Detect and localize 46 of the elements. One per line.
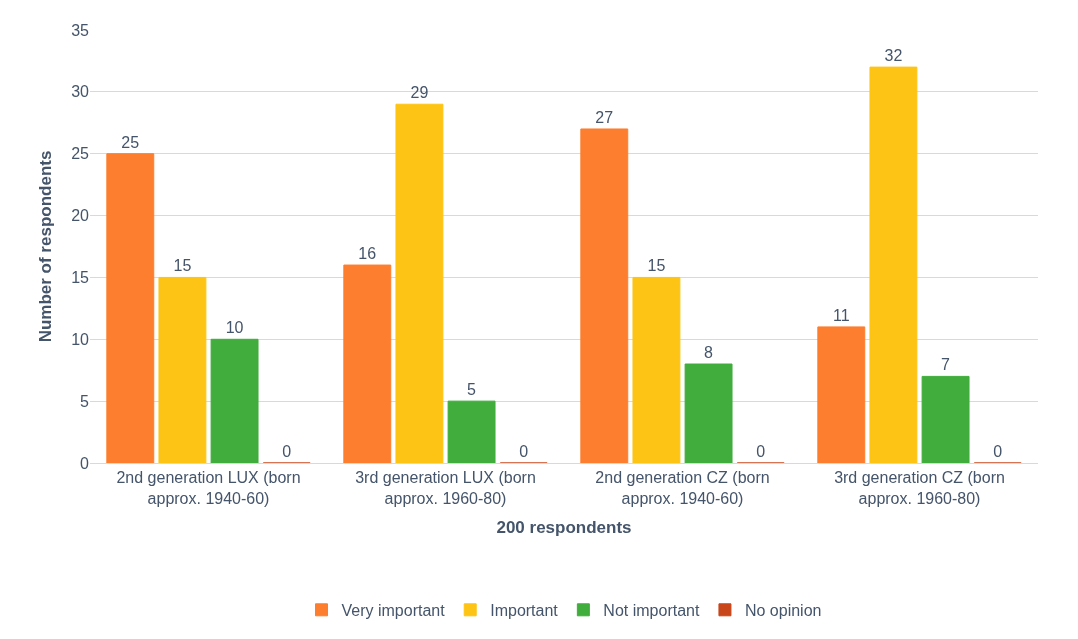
y-tick-label: 30: [71, 83, 90, 101]
y-tick-label: 35: [71, 21, 90, 39]
legend-label: Not important: [603, 602, 700, 620]
x-tick-label: 2nd generation LUX (born approx. 1940-60): [116, 469, 301, 507]
bar: [343, 264, 392, 463]
data-label: 29: [410, 84, 429, 102]
data-label: 7: [941, 356, 951, 374]
data-label: 11: [832, 306, 850, 324]
data-label: 16: [358, 245, 377, 263]
bar: [395, 103, 444, 463]
data-label: 15: [173, 257, 192, 275]
legend-label: Very important: [341, 602, 446, 620]
y-axis-title: Number of respondents: [35, 150, 55, 343]
bar: [684, 363, 733, 463]
bar: [869, 66, 918, 463]
y-tick-label: 20: [71, 207, 90, 225]
data-label: 0: [519, 443, 529, 460]
bar: [158, 276, 207, 463]
bar: [580, 128, 629, 463]
data-label: 0: [282, 443, 292, 460]
y-tick-label: 5: [80, 392, 90, 410]
bar: [921, 375, 970, 463]
data-label: 32: [884, 47, 903, 65]
x-tick-label: 3rd generation LUX (born approx. 1960-80): [355, 469, 536, 507]
data-label: 8: [704, 344, 714, 362]
data-label: 0: [756, 443, 766, 460]
data-label: 0: [993, 443, 1003, 460]
bar: [817, 326, 866, 463]
bar: [447, 400, 496, 463]
y-tick-label: 15: [71, 269, 90, 287]
y-tick-label: 10: [71, 330, 90, 348]
y-tick-label: 0: [80, 454, 90, 472]
data-label: 5: [467, 381, 477, 399]
bar: [210, 338, 259, 463]
legend-label: Important: [490, 602, 559, 620]
bar: [106, 153, 155, 463]
data-label: 27: [595, 108, 614, 126]
data-label: 25: [121, 133, 140, 151]
x-tick-label: 3rd generation CZ (born approx. 1960-80): [834, 469, 1005, 507]
data-label: 15: [647, 257, 666, 275]
data-label: 10: [225, 319, 244, 337]
bar: [632, 276, 681, 463]
x-axis-title: 200 respondents: [496, 518, 632, 538]
y-tick-label: 25: [71, 145, 90, 163]
legend-label: No opinion: [744, 602, 822, 620]
x-tick-label: 2nd generation CZ (born approx. 1940-60): [595, 469, 770, 507]
